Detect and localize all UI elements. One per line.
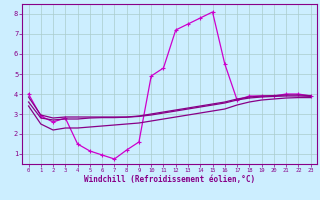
X-axis label: Windchill (Refroidissement éolien,°C): Windchill (Refroidissement éolien,°C) — [84, 175, 255, 184]
